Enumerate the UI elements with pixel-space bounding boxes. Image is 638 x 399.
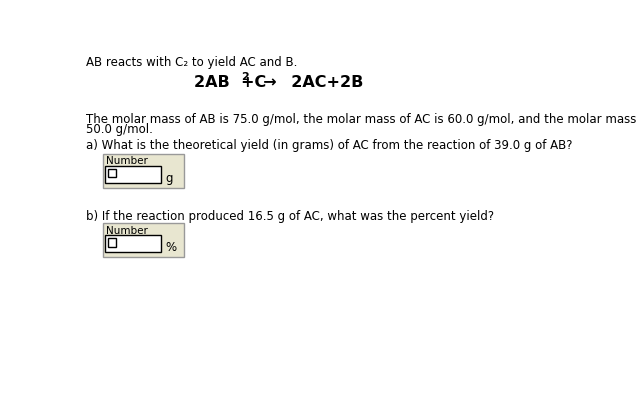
Text: →: → bbox=[252, 75, 276, 90]
Bar bbox=[108, 169, 116, 177]
Text: Number: Number bbox=[106, 226, 148, 236]
Bar bbox=[105, 235, 161, 252]
Text: a) What is the theoretical yield (in grams) of AC from the reaction of 39.0 g of: a) What is the theoretical yield (in gra… bbox=[86, 139, 572, 152]
Bar bbox=[108, 238, 116, 247]
Text: 2AC+2B: 2AC+2B bbox=[279, 75, 363, 90]
Text: 50.0 g/mol.: 50.0 g/mol. bbox=[86, 123, 153, 136]
Bar bbox=[103, 223, 184, 257]
Text: 2AB  +C: 2AB +C bbox=[195, 75, 267, 90]
Text: The molar mass of AB is 75.0 g/mol, the molar mass of AC is 60.0 g/mol, and the : The molar mass of AB is 75.0 g/mol, the … bbox=[86, 113, 638, 126]
Text: AB reacts with C₂ to yield AC and B.: AB reacts with C₂ to yield AC and B. bbox=[86, 55, 297, 69]
Bar bbox=[103, 154, 184, 188]
Text: 2: 2 bbox=[241, 72, 249, 82]
Text: g: g bbox=[165, 172, 172, 185]
Text: %: % bbox=[165, 241, 176, 254]
Bar bbox=[105, 166, 161, 183]
Text: Number: Number bbox=[106, 156, 148, 166]
Text: b) If the reaction produced 16.5 g of AC, what was the percent yield?: b) If the reaction produced 16.5 g of AC… bbox=[86, 209, 494, 223]
